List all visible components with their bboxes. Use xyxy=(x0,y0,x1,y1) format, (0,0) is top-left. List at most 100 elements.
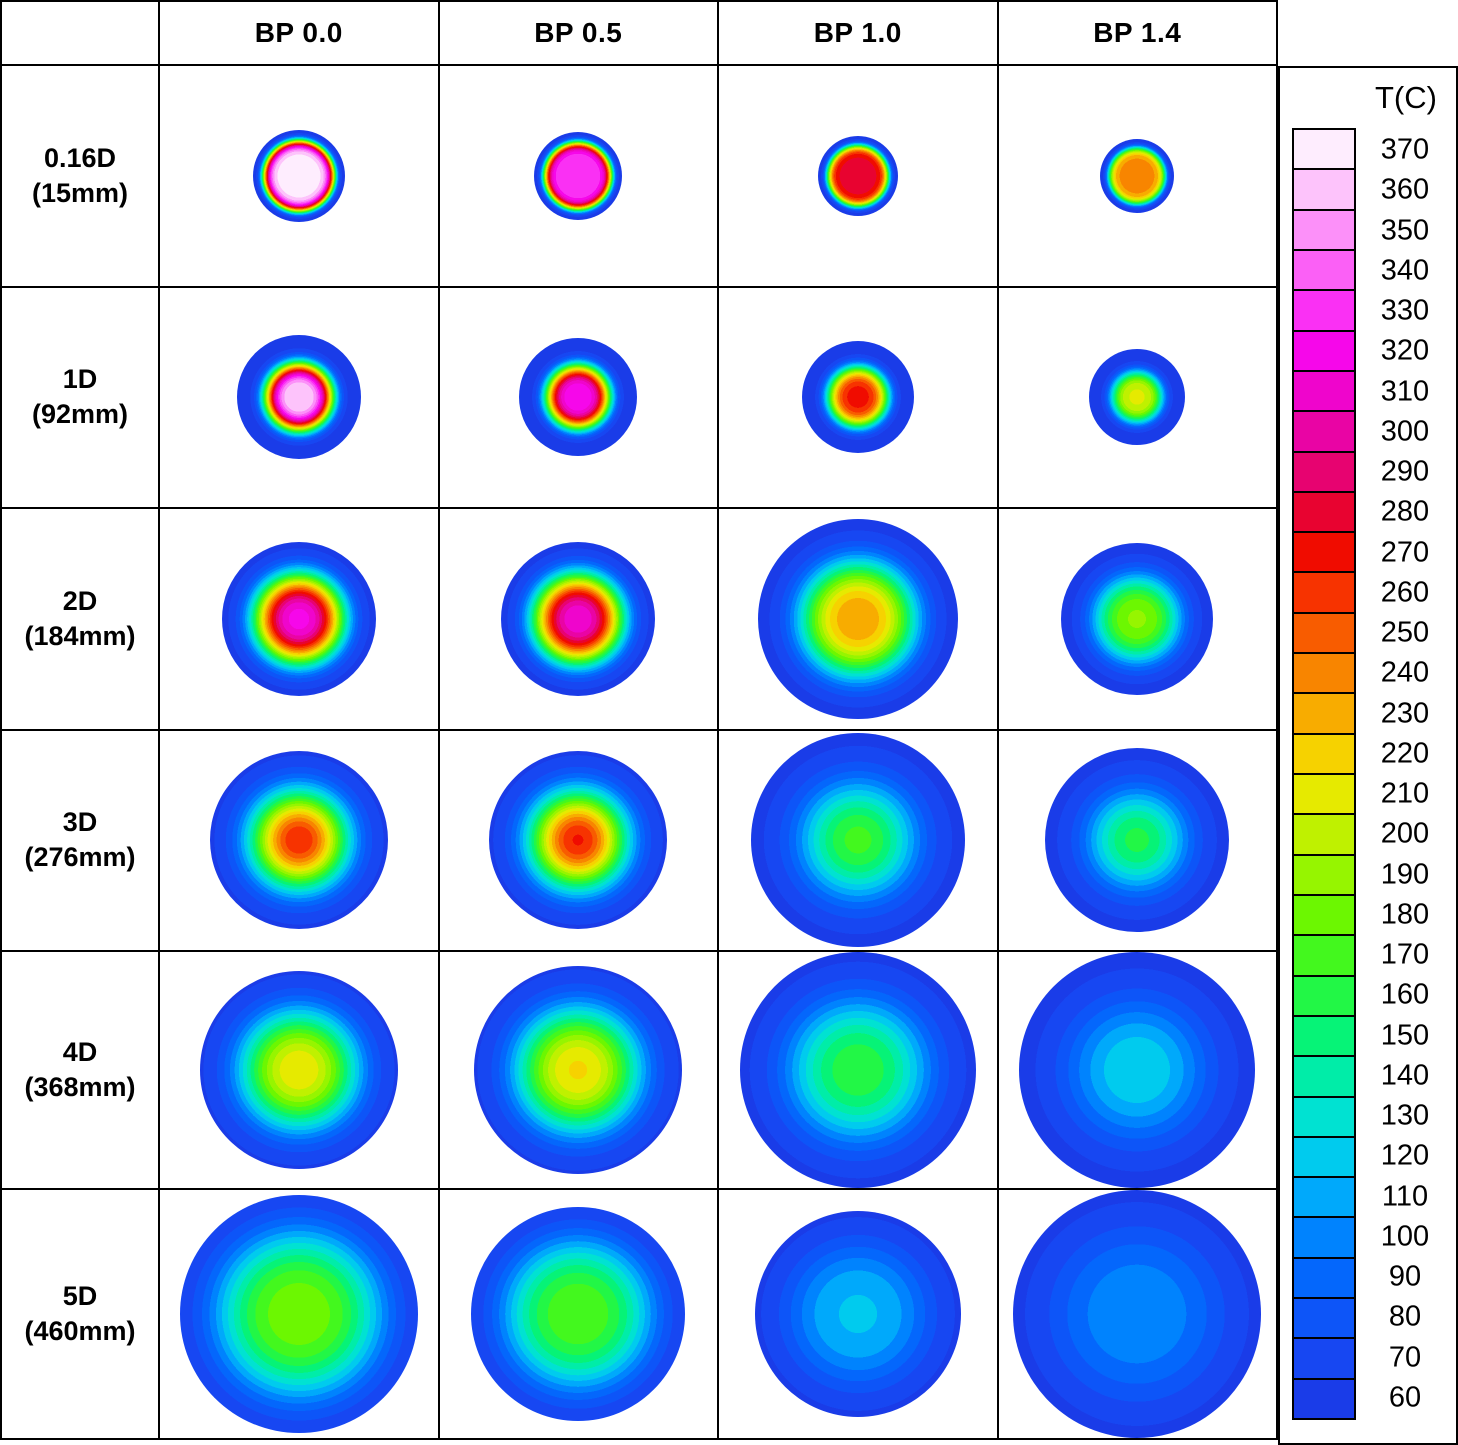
colorbar-segment-310 xyxy=(1294,369,1354,411)
contour-circle-r3c2 xyxy=(750,733,965,948)
colorbar-segment-300 xyxy=(1294,410,1354,451)
colorbar-ticks: 370 360 350 340 330 320 310 300 290 280 270 260 250 2… xyxy=(1358,130,1452,1418)
plot-cell-r2c3 xyxy=(998,509,1276,729)
colorbar-segment-130 xyxy=(1294,1095,1354,1136)
colorbar-segment-250 xyxy=(1294,611,1354,653)
colorbar-segment-340 xyxy=(1294,248,1354,290)
colorbar-tick-260: 260 xyxy=(1380,576,1430,609)
row-label-4: 4D (368mm) xyxy=(2,952,158,1188)
colorbar-segment-330 xyxy=(1294,289,1354,330)
colorbar-segment-90 xyxy=(1294,1256,1354,1298)
colorbar-segment-140 xyxy=(1294,1055,1354,1096)
row-label-line2: (92mm) xyxy=(31,399,129,430)
contour-circle-r2c2 xyxy=(757,518,958,719)
contour-circle-r0c2 xyxy=(817,135,898,216)
colorbar-tick-160: 160 xyxy=(1380,978,1430,1011)
row-label-line2: (184mm) xyxy=(24,620,136,651)
colorbar-tick-80: 80 xyxy=(1388,1300,1422,1333)
row-label-5: 5D (460mm) xyxy=(2,1190,158,1438)
row-label-line1: 0.16D xyxy=(43,142,117,173)
colorbar-tick-250: 250 xyxy=(1380,616,1430,649)
colorbar-tick-150: 150 xyxy=(1380,1019,1430,1052)
colorbar-segment-200 xyxy=(1294,813,1354,854)
plot-cell-r5c1 xyxy=(439,1190,717,1438)
colorbar-tick-60: 60 xyxy=(1388,1381,1422,1414)
contour-circle-r4c2 xyxy=(739,952,976,1188)
colorbar-tick-230: 230 xyxy=(1380,697,1430,730)
colorbar-segment-290 xyxy=(1294,450,1354,491)
colorbar-tick-190: 190 xyxy=(1380,858,1430,891)
column-header-3: BP 1.4 xyxy=(998,2,1276,64)
plot-cell-r4c2 xyxy=(719,952,997,1188)
contour-circle-r5c2 xyxy=(754,1211,961,1417)
colorbar-segment-260 xyxy=(1294,571,1354,612)
plot-cell-r5c0 xyxy=(160,1190,438,1438)
colorbar-segment-220 xyxy=(1294,732,1354,773)
row-label-0: 0.16D (15mm) xyxy=(2,66,158,286)
colorbar-segment-160 xyxy=(1294,974,1354,1015)
contour-circle-r3c0 xyxy=(209,751,388,930)
plot-cell-r0c2 xyxy=(719,66,997,286)
colorbar-tick-120: 120 xyxy=(1380,1139,1430,1172)
colorbar-segment-230 xyxy=(1294,692,1354,733)
contour-circle-r5c0 xyxy=(179,1195,418,1433)
plot-cell-r3c3 xyxy=(998,730,1276,950)
corner-cell xyxy=(2,2,158,64)
plot-cell-r2c0 xyxy=(160,509,438,729)
colorbar-tick-140: 140 xyxy=(1380,1059,1430,1092)
plot-cell-r1c0 xyxy=(160,287,438,507)
colorbar-tick-90: 90 xyxy=(1388,1260,1422,1293)
contour-circle-r5c3 xyxy=(1013,1190,1262,1438)
colorbar-tick-100: 100 xyxy=(1380,1220,1430,1253)
colorbar-segment-240 xyxy=(1294,652,1354,693)
colorbar-tick-110: 110 xyxy=(1381,1180,1429,1213)
contour-circle-r5c1 xyxy=(471,1207,686,1421)
row-label-2: 2D (184mm) xyxy=(2,509,158,729)
colorbar-segment-110 xyxy=(1294,1176,1354,1217)
column-header-1: BP 0.5 xyxy=(439,2,717,64)
colorbar-title: T(C) xyxy=(1375,80,1437,115)
colorbar-tick-360: 360 xyxy=(1380,173,1430,206)
colorbar-segment-120 xyxy=(1294,1135,1354,1177)
colorbar-segment-320 xyxy=(1294,329,1354,370)
colorbar-tick-370: 370 xyxy=(1380,133,1430,166)
row-label-line2: (460mm) xyxy=(24,1316,136,1346)
contour-circle-r4c3 xyxy=(1019,952,1256,1188)
colorbar-tick-310: 310 xyxy=(1380,375,1430,408)
plot-cell-r0c0 xyxy=(160,66,438,286)
contour-circle-r2c1 xyxy=(501,541,656,696)
row-label-line2: (15mm) xyxy=(31,177,129,208)
plot-cell-r0c3 xyxy=(998,66,1276,286)
colorbar-tick-330: 330 xyxy=(1380,294,1430,327)
plot-cell-r3c2 xyxy=(719,730,997,950)
colorbar-segment-100 xyxy=(1294,1216,1354,1257)
row-label-line1: 2D xyxy=(62,585,98,616)
colorbar-tick-270: 270 xyxy=(1380,536,1430,569)
colorbar-segment-370 xyxy=(1294,130,1354,169)
colorbar-segment-210 xyxy=(1294,773,1354,814)
colorbar-segment-150 xyxy=(1294,1014,1354,1056)
plot-cell-r1c3 xyxy=(998,287,1276,507)
plot-cell-r4c0 xyxy=(160,952,438,1188)
colorbar-segment-280 xyxy=(1294,490,1354,532)
contour-circle-r3c3 xyxy=(1045,748,1230,933)
contour-circle-r4c0 xyxy=(199,971,398,1169)
contour-circle-r1c3 xyxy=(1089,349,1186,446)
colorbar-tick-130: 130 xyxy=(1380,1099,1430,1132)
colorbar-segment-190 xyxy=(1294,853,1354,894)
contour-circle-r2c0 xyxy=(221,541,376,696)
plot-cell-r0c1 xyxy=(439,66,717,286)
contour-circle-r1c2 xyxy=(801,341,914,454)
colorbar-segment-170 xyxy=(1294,934,1354,975)
colorbar-segment-180 xyxy=(1294,893,1354,935)
contour-circle-r1c0 xyxy=(236,335,361,460)
colorbar-tick-180: 180 xyxy=(1380,898,1430,931)
plot-cell-r4c3 xyxy=(998,952,1276,1188)
plot-cell-r2c1 xyxy=(439,509,717,729)
colorbar-tick-240: 240 xyxy=(1380,656,1430,689)
colorbar-segment-70 xyxy=(1294,1337,1354,1378)
colorbar-tick-70: 70 xyxy=(1388,1341,1422,1374)
contour-circle-r0c1 xyxy=(534,131,623,220)
colorbar-segment-80 xyxy=(1294,1297,1354,1338)
